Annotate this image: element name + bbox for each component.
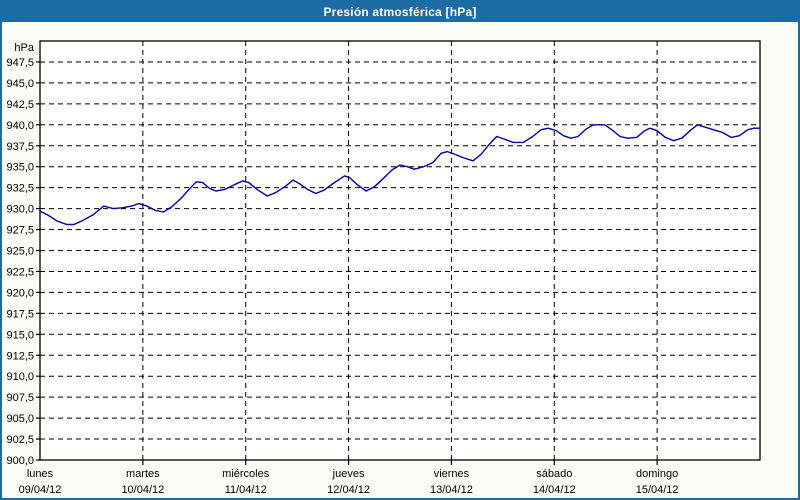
y-tick-label: 905,0 — [6, 413, 34, 425]
y-tick-label: 937,5 — [6, 141, 34, 153]
y-tick-label: 940,0 — [6, 120, 34, 132]
day-date-label: 10/04/12 — [121, 484, 164, 496]
y-tick-label: 900,0 — [6, 455, 34, 467]
window-title: Presión atmosférica [hPa] — [323, 5, 477, 19]
y-tick-label: 917,5 — [6, 308, 34, 320]
day-name-label: miércoles — [222, 468, 270, 480]
day-name-label: jueves — [332, 468, 365, 480]
day-name-label: martes — [126, 468, 160, 480]
y-tick-label: 942,5 — [6, 99, 34, 111]
day-date-label: 14/04/12 — [533, 484, 576, 496]
title-bar: Presión atmosférica [hPa] — [2, 2, 798, 22]
y-tick-label: 930,0 — [6, 204, 34, 216]
day-date-label: 11/04/12 — [225, 484, 267, 496]
y-axis-unit-label: hPa — [14, 42, 34, 54]
y-tick-label: 912,5 — [6, 350, 34, 362]
day-date-label: 09/04/12 — [19, 484, 62, 496]
chart-area: 900,0 902,5 905,0 907,5 910,0 912,5 915,0 917,5… — [2, 22, 798, 498]
day-name-label: sábado — [536, 468, 572, 480]
y-tick-label: 932,5 — [6, 183, 34, 195]
pressure-series-line — [39, 124, 761, 226]
y-tick-label: 907,5 — [6, 392, 34, 404]
y-tick-label: 935,0 — [6, 162, 34, 174]
y-tick-label: 910,0 — [6, 371, 34, 383]
day-name-label: lunes — [27, 468, 54, 480]
y-tick-label: 925,0 — [6, 246, 34, 258]
y-tick-label: 902,5 — [6, 434, 34, 446]
y-tick-label: 915,0 — [6, 329, 34, 341]
y-tick-label: 922,5 — [6, 266, 34, 278]
day-date-label: 12/04/12 — [327, 484, 370, 496]
y-tick-label: 947,5 — [6, 57, 34, 69]
day-date-label: 15/04/12 — [636, 484, 679, 496]
y-tick-label: 945,0 — [6, 78, 34, 90]
pressure-line-chart: 900,0 902,5 905,0 907,5 910,0 912,5 915,0 917,5… — [6, 40, 761, 496]
day-name-label: domingo — [636, 468, 678, 480]
day-date-label: 13/04/12 — [430, 484, 473, 496]
day-name-label: viernes — [434, 468, 470, 480]
y-tick-label: 920,0 — [6, 287, 34, 299]
y-tick-label: 927,5 — [6, 225, 34, 237]
